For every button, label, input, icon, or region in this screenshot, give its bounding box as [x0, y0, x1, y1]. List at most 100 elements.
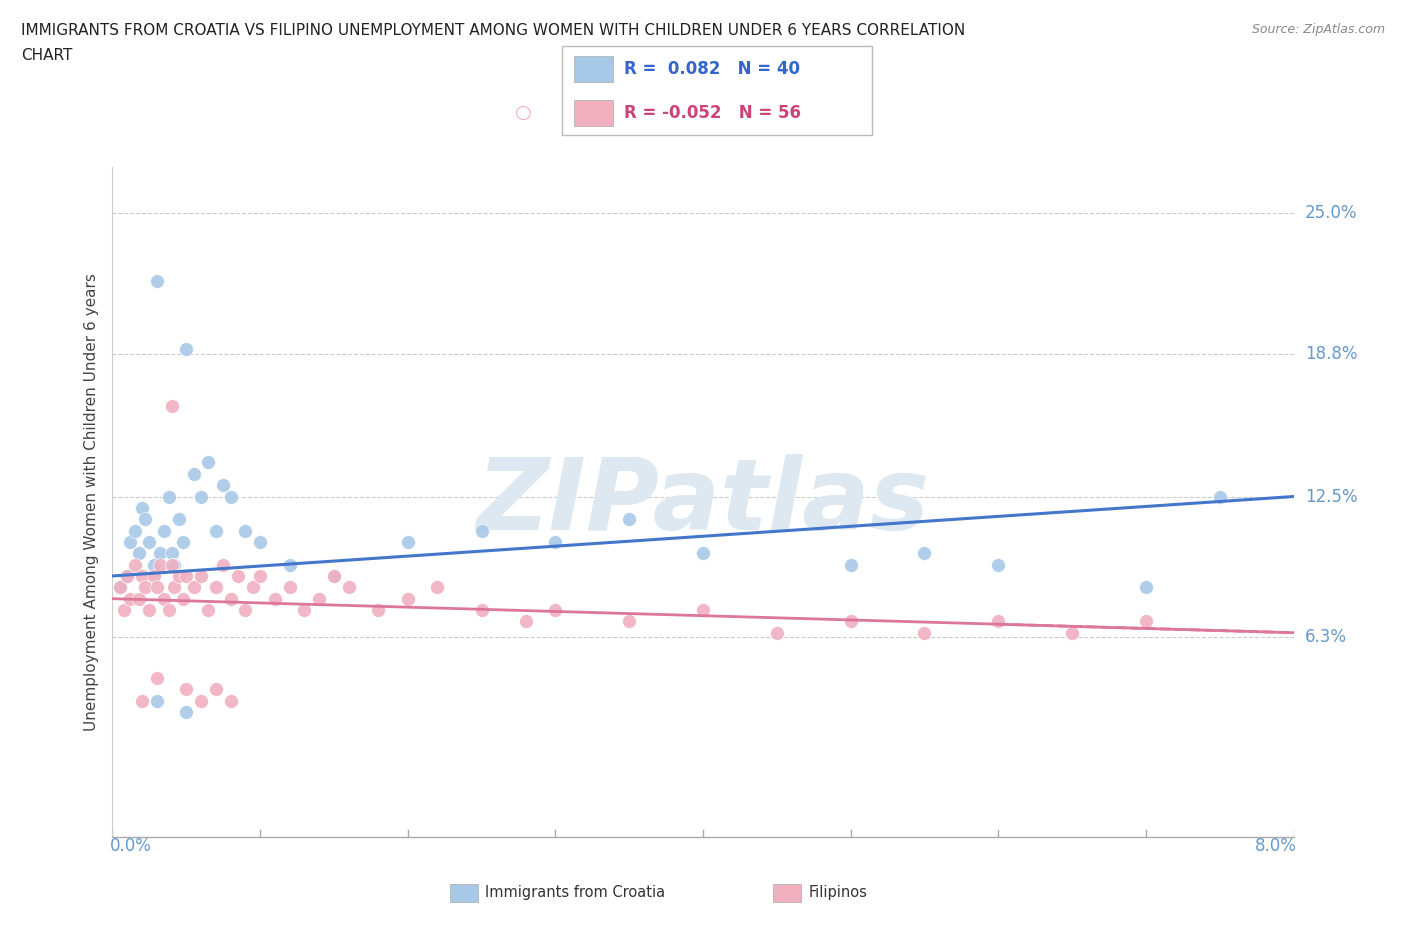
Point [233, 524, 256, 538]
Text: ○: ○ [515, 103, 531, 122]
Point [146, 580, 169, 595]
Point [766, 625, 789, 640]
Point [219, 489, 242, 504]
Point [205, 682, 228, 697]
Point [167, 568, 190, 583]
Text: 6.3%: 6.3% [1305, 629, 1347, 646]
Point [108, 580, 131, 595]
Point [124, 524, 146, 538]
Point [131, 568, 153, 583]
Point [1135, 614, 1157, 629]
Point [292, 603, 315, 618]
Point [323, 568, 346, 583]
Point [242, 580, 264, 595]
Text: Immigrants from Croatia: Immigrants from Croatia [485, 885, 665, 900]
Point [249, 568, 271, 583]
Point [264, 591, 287, 606]
Point [108, 580, 131, 595]
Point [914, 625, 936, 640]
Point [515, 614, 537, 629]
Point [544, 535, 567, 550]
Point [190, 694, 212, 709]
Point [470, 524, 494, 538]
Text: ZIPatlas: ZIPatlas [477, 454, 929, 551]
Point [1135, 580, 1157, 595]
Point [249, 535, 271, 550]
Point [128, 546, 150, 561]
Point [396, 591, 419, 606]
Point [692, 603, 714, 618]
Point [120, 535, 142, 550]
Point [692, 546, 714, 561]
Point [544, 603, 567, 618]
Point [183, 580, 205, 595]
Text: Source: ZipAtlas.com: Source: ZipAtlas.com [1251, 23, 1385, 36]
Point [142, 568, 165, 583]
Text: 25.0%: 25.0% [1305, 204, 1357, 221]
Point [146, 273, 169, 288]
Point [124, 557, 146, 572]
Point [128, 591, 150, 606]
Text: 8.0%: 8.0% [1254, 837, 1296, 855]
Point [619, 512, 641, 526]
Point [197, 603, 219, 618]
Point [233, 603, 256, 618]
Text: 12.5%: 12.5% [1305, 487, 1357, 506]
Point [1062, 625, 1084, 640]
Y-axis label: Unemployment Among Women with Children Under 6 years: Unemployment Among Women with Children U… [83, 273, 98, 731]
Text: IMMIGRANTS FROM CROATIA VS FILIPINO UNEMPLOYMENT AMONG WOMEN WITH CHILDREN UNDER: IMMIGRANTS FROM CROATIA VS FILIPINO UNEM… [21, 23, 966, 38]
Point [134, 580, 156, 595]
Point [146, 694, 169, 709]
Point [163, 580, 186, 595]
Point [278, 557, 301, 572]
Point [219, 591, 242, 606]
Point [174, 682, 197, 697]
Point [112, 603, 135, 618]
Point [987, 614, 1010, 629]
Point [226, 568, 249, 583]
Point [1208, 489, 1232, 504]
Point [160, 398, 183, 413]
Point [205, 524, 228, 538]
Point [337, 580, 360, 595]
Point [987, 557, 1010, 572]
Point [172, 535, 194, 550]
Text: 0.0%: 0.0% [110, 837, 152, 855]
Point [153, 591, 176, 606]
Point [183, 466, 205, 481]
Point [308, 591, 330, 606]
Point [219, 694, 242, 709]
Text: R =  0.082   N = 40: R = 0.082 N = 40 [624, 60, 800, 78]
Point [212, 557, 235, 572]
Text: 18.8%: 18.8% [1305, 344, 1357, 363]
Point [163, 557, 186, 572]
Point [120, 591, 142, 606]
Point [146, 671, 169, 685]
Point [131, 694, 153, 709]
Point [131, 500, 153, 515]
Point [149, 546, 172, 561]
Point [157, 489, 180, 504]
Point [323, 568, 346, 583]
Point [117, 568, 138, 583]
Point [172, 591, 194, 606]
Point [197, 455, 219, 470]
Text: Filipinos: Filipinos [808, 885, 868, 900]
Text: R = -0.052   N = 56: R = -0.052 N = 56 [624, 103, 801, 122]
Point [212, 478, 235, 493]
Point [619, 614, 641, 629]
Point [117, 568, 138, 583]
Point [138, 603, 160, 618]
Point [138, 535, 160, 550]
Point [153, 524, 176, 538]
Point [367, 603, 389, 618]
Point [157, 603, 180, 618]
Point [160, 546, 183, 561]
Point [839, 557, 862, 572]
Point [174, 341, 197, 356]
Point [396, 535, 419, 550]
Point [426, 580, 449, 595]
Point [190, 489, 212, 504]
Point [149, 557, 172, 572]
Point [205, 580, 228, 595]
